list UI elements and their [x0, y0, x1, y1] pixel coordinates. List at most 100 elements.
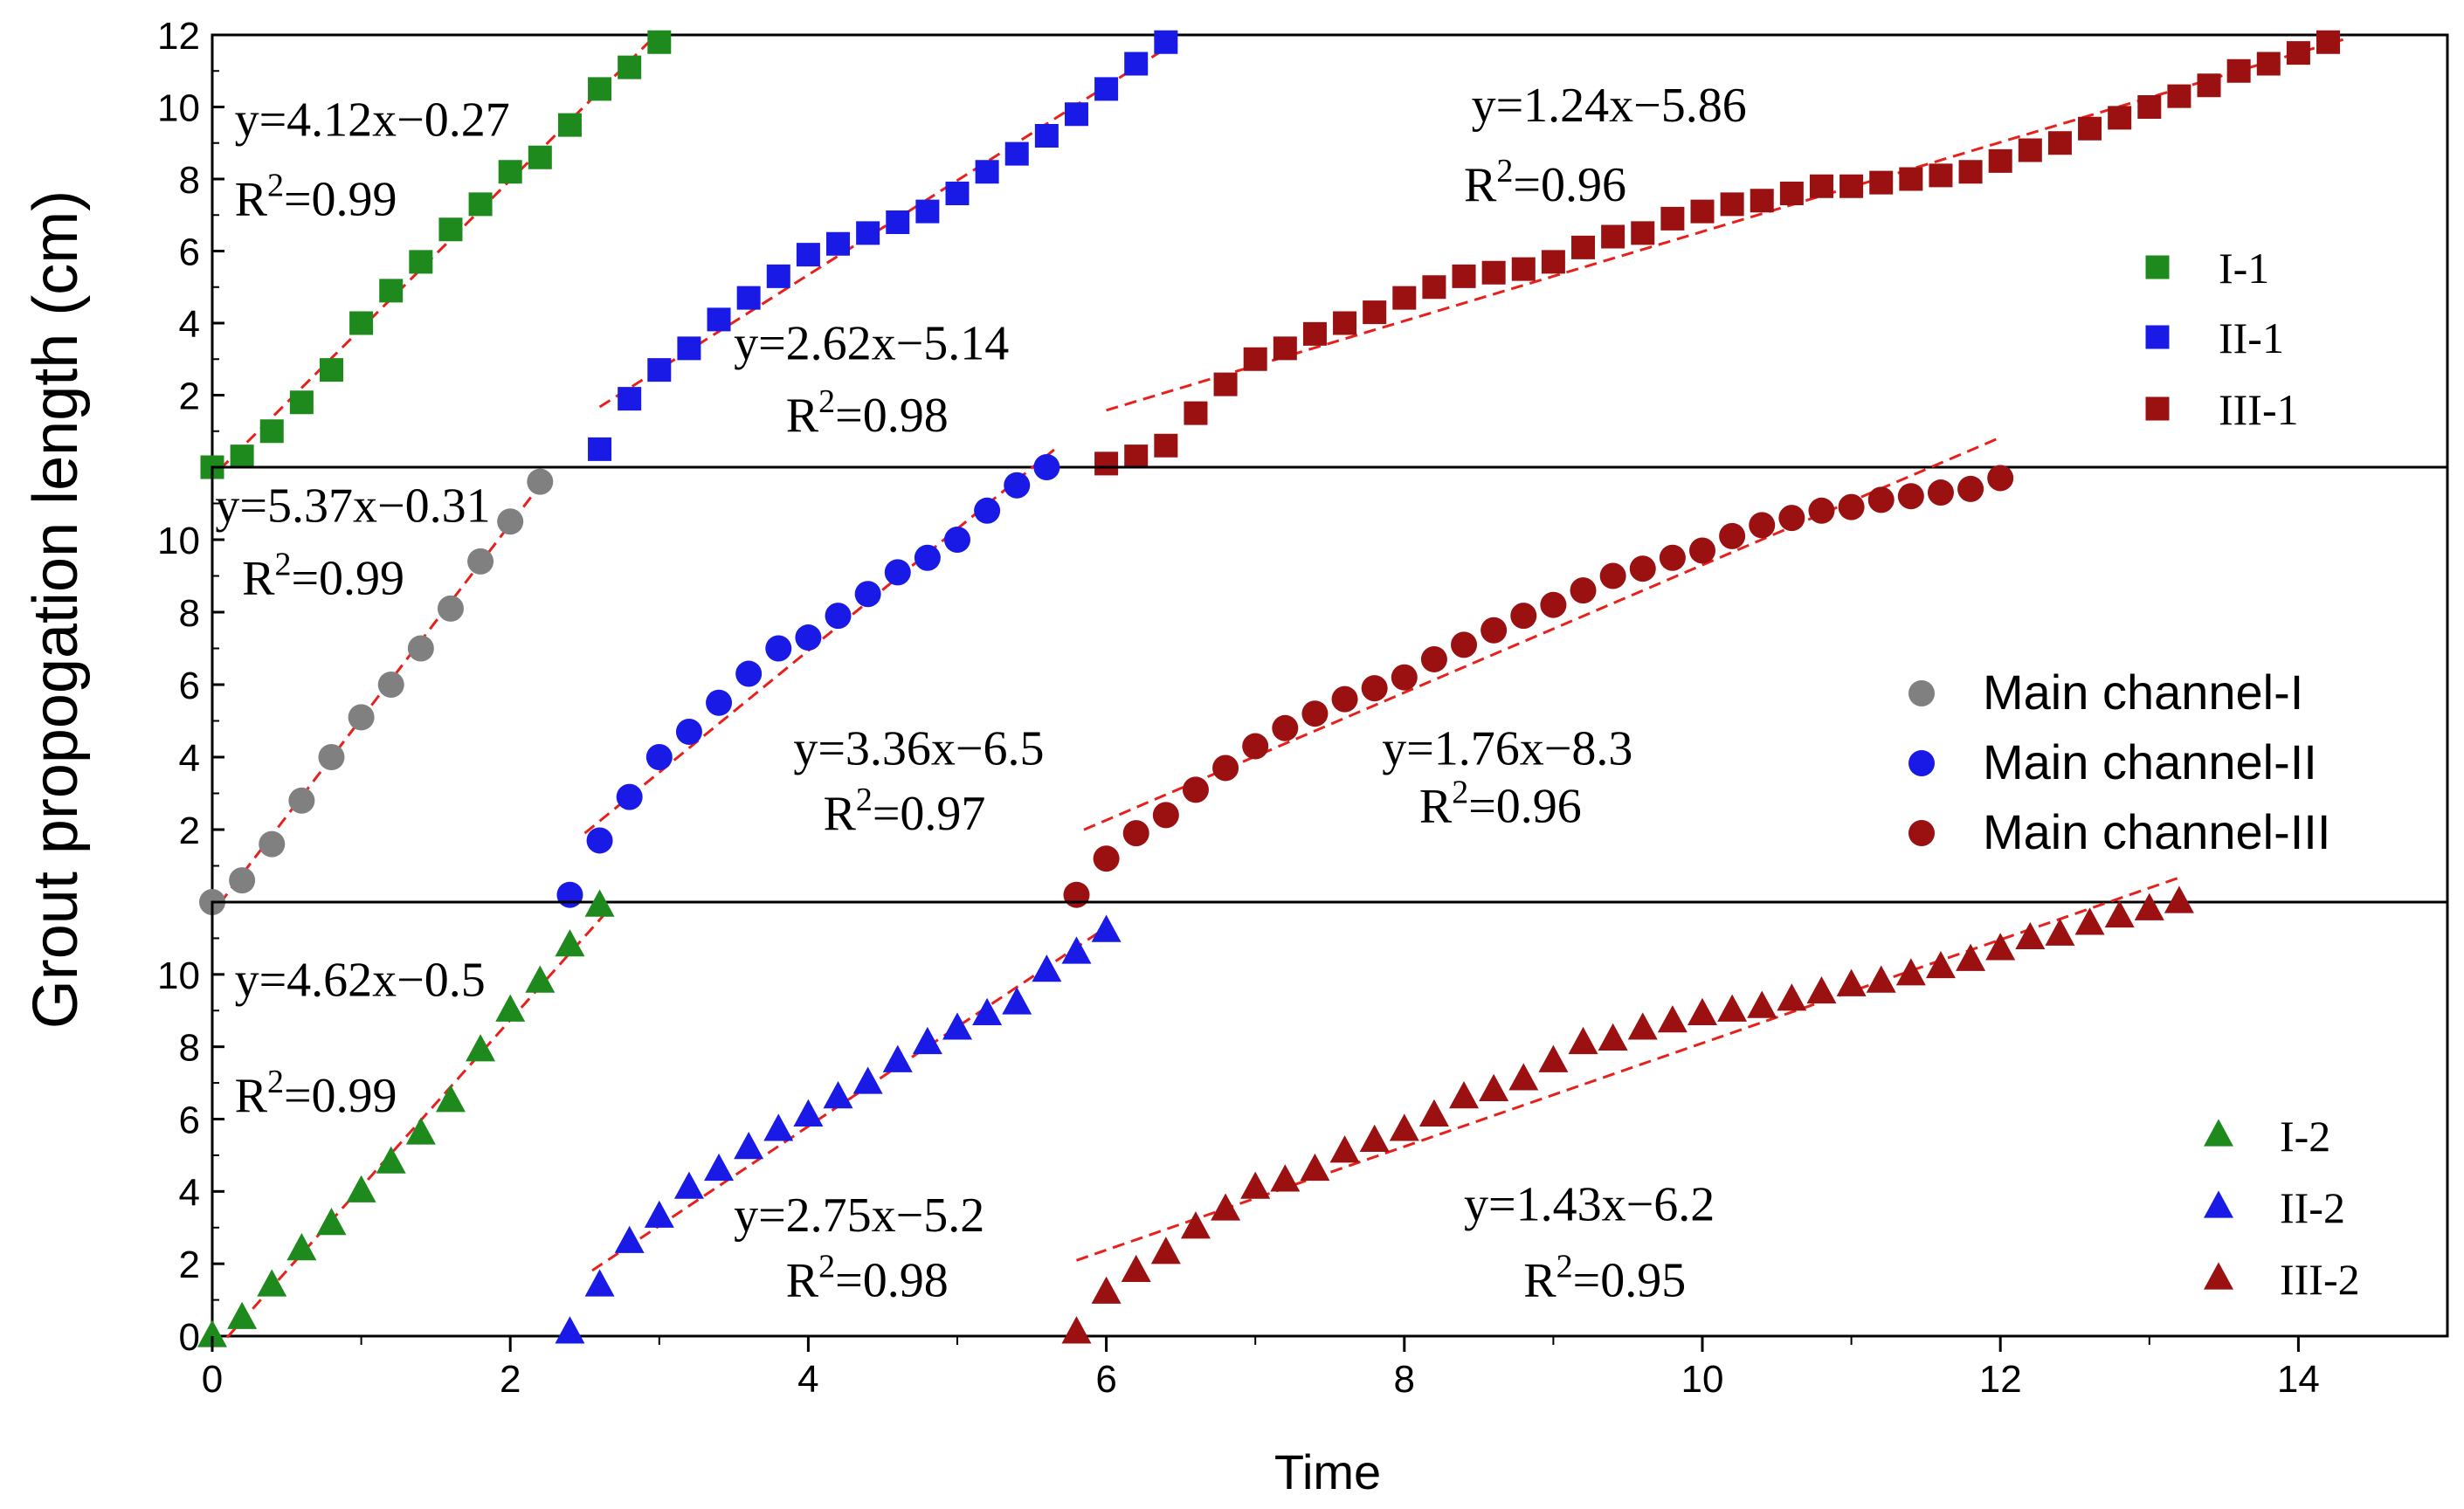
y-tick-label: 10 [157, 520, 200, 562]
y-tick-label: 2 [179, 376, 200, 418]
data-point [1243, 347, 1267, 371]
data-point [2316, 30, 2341, 54]
data-point [1154, 30, 1178, 54]
r-squared-label: R2=0.98 [786, 1248, 949, 1307]
data-point [826, 231, 851, 256]
data-point [197, 1320, 227, 1347]
data-point [230, 444, 254, 469]
equation-label: y=4.62x−0.5 [235, 954, 486, 1008]
data-point [1273, 336, 1297, 361]
y-tick-label: 8 [179, 159, 200, 202]
legend-marker [2145, 396, 2170, 421]
data-point [1420, 645, 1447, 672]
data-point [614, 1225, 645, 1253]
data-point [1152, 802, 1179, 829]
data-point [1061, 1316, 1092, 1344]
data-point [1240, 1171, 1271, 1199]
data-point [706, 689, 733, 716]
data-point [647, 358, 672, 382]
data-point [886, 210, 910, 234]
y-tick-label: 4 [179, 303, 200, 346]
legend-label: III-1 [2219, 385, 2299, 434]
data-point [1124, 52, 1149, 76]
data-point [1659, 544, 1686, 571]
data-point [734, 1132, 764, 1160]
data-point [346, 1175, 376, 1202]
x-tick-label: 0 [202, 1358, 223, 1401]
data-point [852, 1066, 883, 1094]
data-point [945, 182, 970, 205]
data-point [974, 497, 1001, 524]
data-point [1389, 1113, 1419, 1141]
r-squared-label: R2=0.97 [823, 782, 985, 841]
data-point [1452, 264, 1476, 288]
data-point [2018, 138, 2042, 162]
data-point [1004, 141, 1029, 166]
data-point [376, 1146, 406, 1174]
data-point [1956, 943, 1986, 971]
data-point [409, 250, 433, 274]
data-point [1359, 1124, 1390, 1152]
data-point [495, 994, 526, 1022]
r-squared-label: R2=0.95 [1523, 1248, 1686, 1307]
series-iii-1 [1094, 30, 2341, 476]
data-point [1032, 954, 1062, 982]
data-point [1806, 975, 1837, 1004]
y-axis-title: Grout propogation length (cm) [21, 190, 91, 1030]
data-point [1866, 965, 1896, 993]
data-point [1331, 686, 1358, 713]
data-point [765, 635, 792, 662]
data-point [1720, 192, 1744, 217]
data-point [1329, 1135, 1360, 1163]
data-point [555, 929, 585, 957]
data-point [884, 559, 911, 586]
data-point [1392, 286, 1417, 310]
data-point [1508, 1063, 1539, 1091]
data-point [1957, 475, 1984, 502]
data-point [1391, 664, 1418, 691]
data-point [379, 279, 404, 303]
series-main-channel-iii [1063, 465, 2014, 908]
data-point [1063, 881, 1090, 908]
data-point [1538, 1044, 1569, 1072]
data-point [2286, 41, 2310, 65]
r-squared-label: R2=0.99 [235, 1064, 397, 1123]
data-point [1422, 275, 1446, 300]
y-tick-label: 6 [179, 1099, 200, 1142]
data-point [525, 965, 556, 993]
data-point [1598, 1023, 1628, 1051]
data-point [1660, 206, 1685, 231]
y-tick-label: 2 [179, 1244, 200, 1286]
data-point [795, 624, 822, 651]
legend-marker [1908, 750, 1935, 776]
equation-label: y=4.12x−0.27 [235, 93, 510, 148]
data-point [1540, 591, 1567, 618]
data-point [1154, 433, 1178, 458]
data-point [1479, 1073, 1509, 1101]
legend: Main channel-I Main channel-II Main channe… [1908, 665, 2330, 859]
data-point [647, 30, 672, 54]
data-point [1361, 675, 1388, 702]
data-point [1717, 994, 1748, 1022]
data-point [1511, 257, 1536, 281]
data-point [1272, 714, 1299, 741]
legend: I-1 II-1 III-1 [2145, 244, 2299, 434]
data-point [1094, 77, 1119, 101]
data-point [584, 1269, 615, 1297]
y-tick-label: 6 [179, 231, 200, 274]
legend-marker [1908, 820, 1935, 846]
data-point [407, 635, 434, 662]
series-main-channel-ii [556, 454, 1060, 908]
data-point [1180, 1211, 1211, 1239]
equation-label: y=1.43x−6.2 [1464, 1177, 1715, 1231]
data-point [229, 867, 256, 894]
data-point [259, 830, 286, 858]
data-point [227, 1301, 258, 1329]
x-axis: 0 2 4 6 8 10 12 14 [202, 1336, 2320, 1401]
data-point [1925, 950, 1956, 979]
y-tick-label: 8 [179, 592, 200, 635]
data-point [618, 55, 642, 79]
y-tick-label: 2 [179, 810, 200, 852]
data-point [2137, 95, 2162, 119]
